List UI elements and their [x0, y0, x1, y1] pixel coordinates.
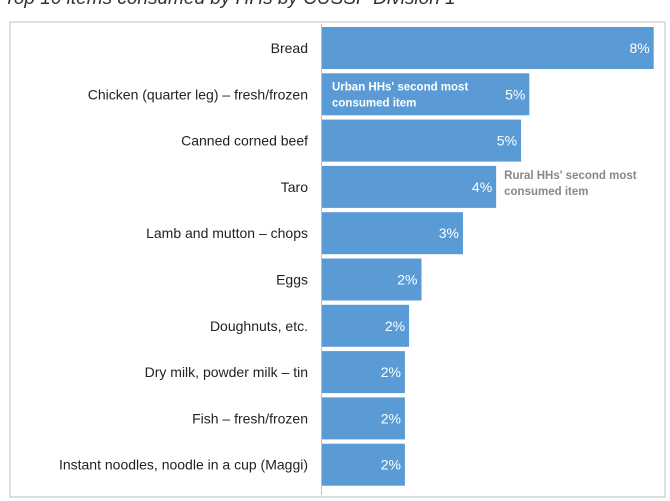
bar-6 — [322, 258, 422, 301]
annotation-1-line-2: consumed item — [332, 97, 416, 109]
value-labels-group: 8% 5% 5% 4% 3% 2% 2% 2% 2% 2% — [381, 40, 650, 473]
category-label-4: Taro — [281, 179, 308, 195]
chart-title: Top 10 items consumed by HHs by CUSSP Di… — [4, 0, 456, 10]
category-label-3: Canned corned beef — [181, 133, 308, 149]
annotation-2-line-2: consumed item — [504, 186, 588, 198]
category-label-7: Doughnuts, etc. — [210, 318, 308, 334]
category-label-6: Eggs — [276, 272, 308, 288]
bar-5 — [322, 212, 463, 255]
category-label-9: Fish – fresh/frozen — [192, 410, 308, 426]
value-label-1: 8% — [629, 40, 649, 56]
bar-2 — [322, 73, 530, 116]
value-label-9: 2% — [381, 410, 401, 426]
category-labels-group: Bread Chicken (quarter leg) – fresh/froze… — [59, 40, 308, 473]
category-label-10: Instant noodles, noodle in a cup (Maggi) — [59, 457, 308, 473]
bar-1 — [322, 27, 654, 69]
bar-10 — [322, 443, 405, 486]
annotation-1-line-1: Urban HHs' second most — [332, 81, 468, 93]
chart-border — [9, 21, 666, 498]
value-label-5: 3% — [439, 225, 459, 241]
value-label-7: 2% — [385, 318, 405, 334]
bars-group — [322, 27, 654, 486]
annotation-2: Rural HHs' second most consumed item — [504, 170, 637, 198]
value-label-6: 2% — [397, 272, 417, 288]
bar-8 — [322, 351, 405, 394]
category-label-2: Chicken (quarter leg) – fresh/frozen — [88, 86, 308, 102]
value-label-3: 5% — [497, 133, 517, 149]
category-label-8: Dry milk, powder milk – tin — [145, 364, 308, 380]
bar-7 — [322, 304, 410, 347]
bar-9 — [322, 397, 405, 440]
value-label-4: 4% — [472, 179, 492, 195]
value-label-10: 2% — [381, 457, 401, 473]
annotation-2-line-1: Rural HHs' second most — [504, 170, 637, 182]
bar-4 — [322, 165, 497, 208]
annotations-group: Urban HHs' second most consumed itemRural… — [332, 81, 637, 198]
value-label-2: 5% — [505, 86, 525, 102]
category-label-1: Bread — [271, 40, 308, 56]
bar-3 — [322, 119, 522, 162]
value-label-8: 2% — [381, 364, 401, 380]
annotation-1: Urban HHs' second most consumed item — [332, 81, 468, 109]
category-label-5: Lamb and mutton – chops — [146, 225, 308, 241]
